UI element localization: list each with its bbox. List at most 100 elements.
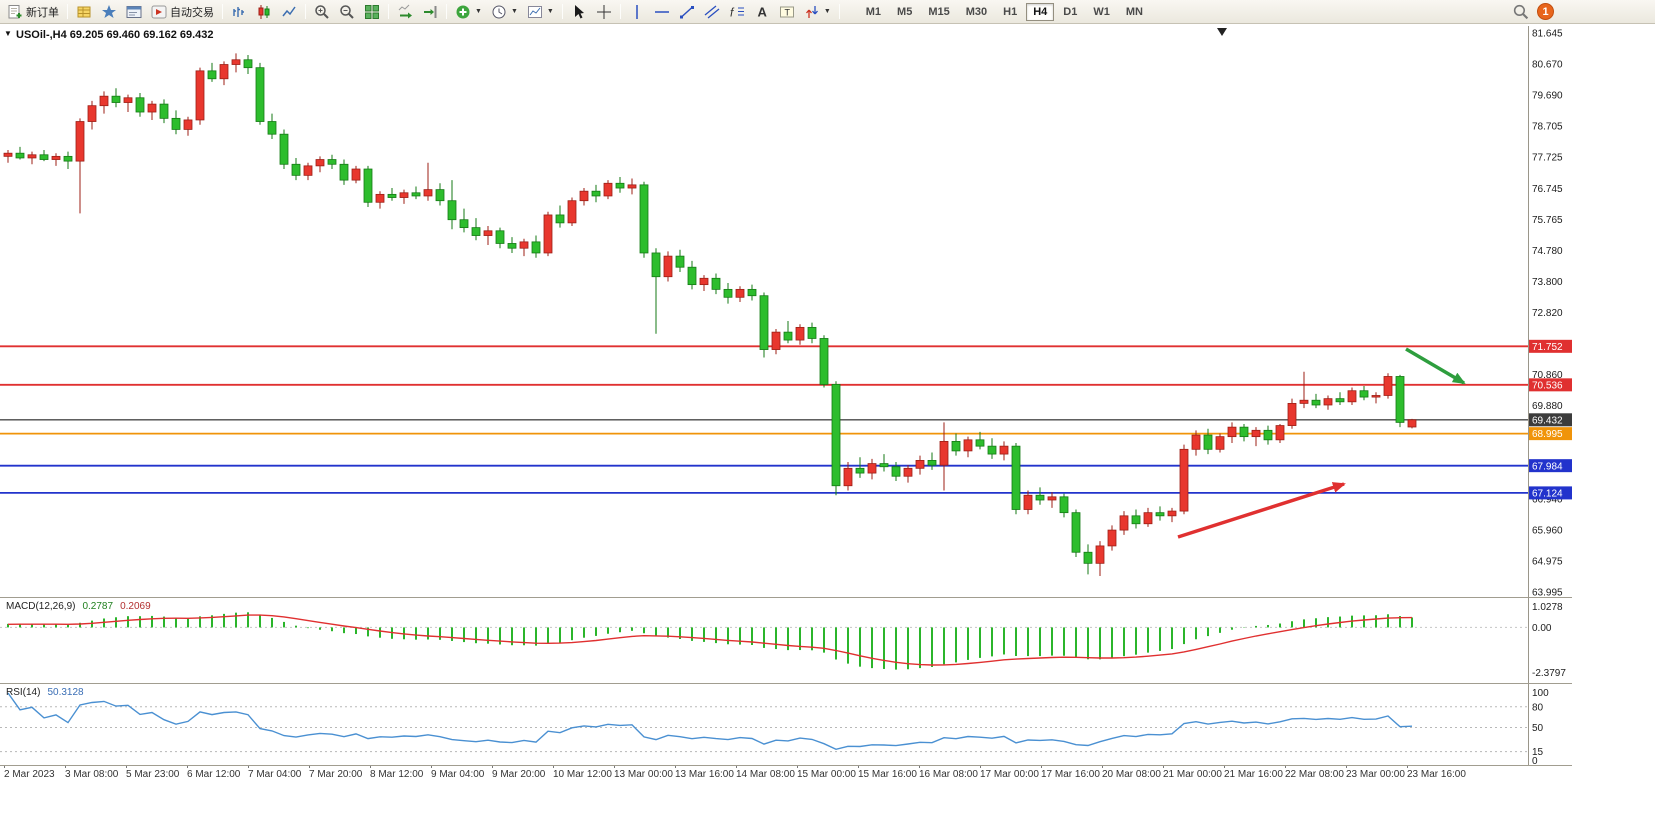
fibonacci-icon: f (730, 5, 744, 19)
svg-text:67.984: 67.984 (1532, 461, 1563, 472)
candlestick-chart-button[interactable] (252, 2, 276, 22)
svg-text:79.690: 79.690 (1532, 91, 1563, 102)
one-click-trading-arrow[interactable]: ▼ (4, 29, 12, 38)
line-chart-icon (282, 6, 296, 16)
templates-button[interactable]: ▼ (523, 2, 558, 22)
svg-text:80.670: 80.670 (1532, 60, 1563, 71)
separator (388, 4, 389, 19)
rsi-value: 50.3128 (47, 687, 84, 698)
auto-trading-label: 自动交易 (170, 6, 214, 19)
timeframe-h4-button[interactable]: H4 (1026, 2, 1055, 21)
terminal-icon (126, 5, 142, 18)
macd-name: MACD(12,26,9) (6, 601, 76, 612)
notification-badge[interactable]: 1 (1537, 3, 1554, 20)
svg-text:76.745: 76.745 (1532, 184, 1563, 195)
periods-button[interactable]: ▼ (487, 2, 522, 22)
horizontal-line-tool-button[interactable] (650, 2, 674, 22)
timeframe-h1-button[interactable]: H1 (996, 3, 1024, 21)
market-watch-button[interactable] (72, 2, 96, 22)
green-down-arrow[interactable] (1405, 347, 1466, 385)
bar-chart-button[interactable] (227, 2, 251, 22)
separator (67, 4, 68, 19)
time-label: 17 Mar 16:00 (1041, 765, 1100, 780)
price-axis-labels: 81.645 80.670 79.690 78.705 77.725 76.745 75.7… (1532, 29, 1563, 599)
market-watch-icon (77, 6, 91, 17)
time-label: 23 Mar 00:00 (1346, 765, 1405, 780)
time-axis[interactable]: 2 Mar 2023 3 Mar 08:00 5 Mar 23:00 6 Mar 12… (0, 765, 1655, 786)
time-label: 21 Mar 16:00 (1224, 765, 1283, 780)
timeframe-m5-button[interactable]: M5 (890, 3, 919, 21)
svg-text:50: 50 (1532, 723, 1544, 734)
text-tool-button[interactable]: A (750, 2, 774, 22)
fibonacci-tool-button[interactable]: f (725, 2, 749, 22)
label-tool-button[interactable]: T (775, 2, 799, 22)
time-label: 5 Mar 23:00 (126, 765, 180, 780)
tile-windows-icon (365, 4, 379, 19)
panel-separator-rsi[interactable] (0, 683, 1572, 684)
time-label: 17 Mar 00:00 (980, 765, 1039, 780)
svg-text:A: A (757, 4, 767, 19)
auto-trading-button[interactable]: 自动交易 (147, 2, 218, 22)
macd-panel[interactable]: 1.0278 0.00 -2.3797 (0, 598, 1655, 684)
timeframe-m15-button[interactable]: M15 (921, 3, 956, 21)
red-up-arrow[interactable] (1177, 482, 1346, 539)
time-label: 10 Mar 12:00 (553, 765, 612, 780)
separator (305, 4, 306, 19)
rsi-panel[interactable]: 100 80 50 150 (0, 684, 1655, 766)
search-icon[interactable] (1512, 3, 1529, 20)
zoom-in-button[interactable] (310, 2, 334, 22)
template-icon (527, 5, 542, 18)
separator (222, 4, 223, 19)
timeframe-w1-button[interactable]: W1 (1086, 3, 1117, 21)
svg-text:81.645: 81.645 (1532, 29, 1563, 40)
svg-text:70.536: 70.536 (1532, 380, 1563, 391)
chevron-down-icon: ▼ (823, 8, 831, 15)
time-axis-border (0, 765, 1572, 766)
time-label: 8 Mar 12:00 (370, 765, 424, 780)
auto-scroll-button[interactable] (393, 2, 417, 22)
time-label: 22 Mar 08:00 (1285, 765, 1344, 780)
time-label: 3 Mar 08:00 (65, 765, 119, 780)
timeframe-switcher: M1 M5 M15 M30 H1 H4 D1 W1 MN (858, 2, 1151, 21)
separator (619, 4, 621, 19)
clock-icon (492, 5, 506, 18)
svg-text:74.780: 74.780 (1532, 246, 1563, 257)
navigator-icon (102, 4, 116, 18)
terminal-button[interactable] (122, 2, 146, 22)
vertical-line-tool-button[interactable] (625, 2, 649, 22)
zoom-out-button[interactable] (335, 2, 359, 22)
timeframe-d1-button[interactable]: D1 (1056, 3, 1084, 21)
panel-separator-macd[interactable] (0, 597, 1572, 598)
timeframe-m30-button[interactable]: M30 (959, 3, 994, 21)
svg-text:73.800: 73.800 (1532, 277, 1563, 288)
time-label: 13 Mar 00:00 (614, 765, 673, 780)
channel-tool-button[interactable] (700, 2, 724, 22)
arrows-tool-button[interactable]: ▼ (800, 2, 835, 22)
navigator-button[interactable] (97, 2, 121, 22)
indicators-button[interactable]: ▼ (451, 2, 486, 22)
svg-text:70.860: 70.860 (1532, 370, 1563, 381)
timeframe-m1-button[interactable]: M1 (859, 3, 888, 21)
new-order-button[interactable]: 新订单 (3, 2, 63, 22)
time-label: 23 Mar 16:00 (1407, 765, 1466, 780)
svg-text:1.0278: 1.0278 (1532, 602, 1563, 613)
svg-text:68.995: 68.995 (1532, 429, 1563, 440)
horizontal-lines-group (0, 345, 1528, 494)
auto-scroll-icon (398, 4, 412, 18)
line-chart-button[interactable] (277, 2, 301, 22)
macd-main-value: 0.2787 (82, 601, 114, 612)
timeframe-mn-button[interactable]: MN (1119, 3, 1150, 21)
macd-signal-value: 0.2069 (120, 601, 151, 612)
trendline-tool-button[interactable] (675, 2, 699, 22)
svg-text:65.960: 65.960 (1532, 525, 1563, 536)
chart-shift-button[interactable] (418, 2, 442, 22)
svg-text:77.725: 77.725 (1532, 153, 1563, 164)
cursor-tool-button[interactable] (567, 2, 591, 22)
indicators-icon (456, 5, 470, 18)
svg-text:0.00: 0.00 (1532, 623, 1552, 634)
price-chart-canvas[interactable]: 81.645 80.670 79.690 78.705 77.725 76.745 75.7… (0, 24, 1655, 598)
crosshair-tool-button[interactable] (592, 2, 616, 22)
tile-windows-button[interactable] (360, 2, 384, 22)
time-label: 9 Mar 04:00 (431, 765, 485, 780)
